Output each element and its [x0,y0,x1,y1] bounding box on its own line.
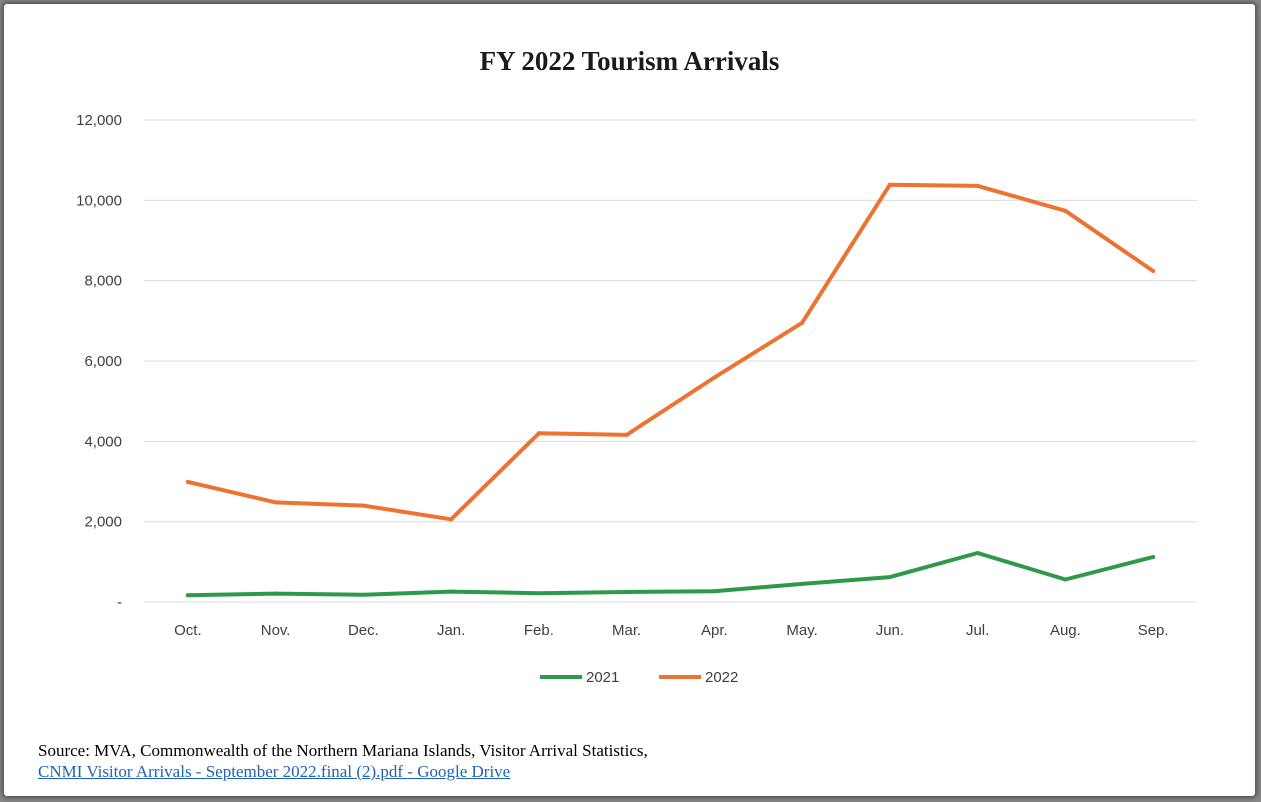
series-line-2021 [185,551,1156,598]
data-point [624,589,629,594]
data-point [624,432,629,437]
x-tick-label: Oct. [174,622,202,639]
data-point [1151,555,1156,560]
data-point [273,500,278,505]
legend-label: 2022 [705,669,738,686]
data-point [800,320,805,325]
y-tick-label: 2,000 [84,514,122,531]
data-point [185,479,190,484]
source-note: Source: MVA, Commonwealth of the Norther… [38,740,648,782]
y-tick-label: 8,000 [84,273,122,290]
gridlines [144,119,1197,603]
data-point [536,431,541,436]
data-point [975,183,980,188]
data-point [1151,269,1156,274]
x-tick-label: Sep. [1138,622,1169,639]
x-tick-label: Dec. [348,622,379,639]
data-point [449,517,454,522]
chart-card: FY 2022 Tourism Arrivals - 2,000 4,000 6,00… [4,4,1255,796]
series-lines [185,182,1156,598]
legend: 2021 2022 [540,669,738,686]
source-link[interactable]: CNMI Visitor Arrivals - September 2022.f… [38,762,511,781]
x-axis-ticks: Oct. Nov. Dec. Jan. Feb. Mar. Apr. May. Jun. Jul.… [174,622,1168,639]
x-tick-label: Jun. [876,622,904,639]
chart-title: FY 2022 Tourism Arrivals [479,46,780,76]
data-point [712,375,717,380]
x-tick-label: Mar. [612,622,641,639]
y-tick-label: 12,000 [76,112,122,129]
x-tick-label: May. [786,622,817,639]
x-tick-label: Jul. [966,622,989,639]
data-point [361,592,366,597]
data-point [185,593,190,598]
data-point [800,581,805,586]
data-point [1063,577,1068,582]
data-point [887,575,892,580]
data-point [887,182,892,187]
series-line-2022 [185,182,1156,522]
x-tick-label: Feb. [524,622,554,639]
x-tick-label: Jan. [437,622,465,639]
y-tick-label: 6,000 [84,353,122,370]
data-point [975,550,980,555]
source-text: Source: MVA, Commonwealth of the Norther… [38,741,648,760]
x-tick-label: Aug. [1050,622,1081,639]
x-tick-label: Nov. [261,622,291,639]
data-point [273,591,278,596]
y-tick-label: - [117,594,122,611]
line-chart: - 2,000 4,000 6,000 8,000 10,000 12,000 Oct. No… [76,112,1197,686]
data-point [1063,208,1068,213]
data-point [712,589,717,594]
data-point [449,589,454,594]
y-tick-label: 10,000 [76,192,122,209]
data-point [536,591,541,596]
y-axis-ticks: - 2,000 4,000 6,000 8,000 10,000 12,000 [76,112,122,611]
legend-label: 2021 [586,669,619,686]
x-tick-label: Apr. [701,622,728,639]
y-tick-label: 4,000 [84,433,122,450]
data-point [361,503,366,508]
